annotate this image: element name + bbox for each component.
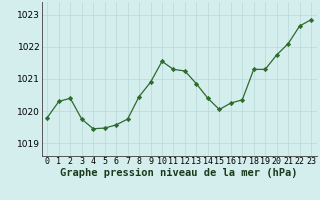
X-axis label: Graphe pression niveau de la mer (hPa): Graphe pression niveau de la mer (hPa) [60, 168, 298, 178]
